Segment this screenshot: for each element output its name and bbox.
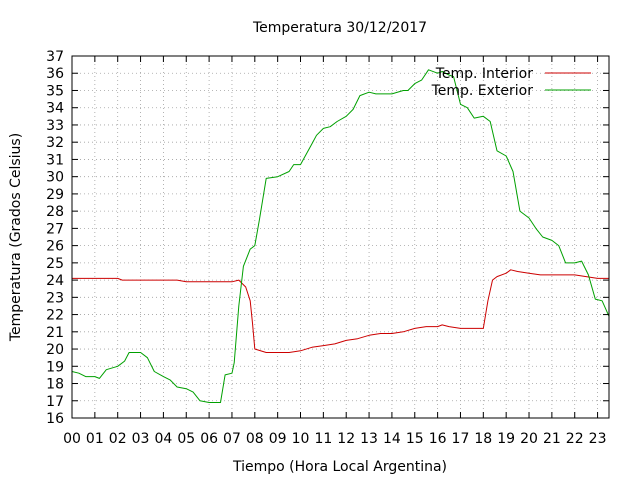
series-line-exterior bbox=[71, 69, 610, 403]
y-tick-label: 16 bbox=[46, 411, 64, 427]
x-tick-label: 18 bbox=[474, 431, 492, 447]
x-axis-title: Tiempo (Hora Local Argentina) bbox=[232, 459, 447, 475]
x-tick-label: 04 bbox=[154, 431, 172, 447]
axis-ticks bbox=[71, 55, 609, 419]
x-tick-label: 06 bbox=[200, 431, 218, 447]
y-tick-label: 28 bbox=[46, 204, 64, 220]
x-tick-label: 11 bbox=[314, 431, 332, 447]
y-tick-label: 30 bbox=[46, 170, 64, 186]
y-tick-label: 18 bbox=[46, 377, 64, 393]
x-tick-label: 09 bbox=[269, 431, 287, 447]
legend-label-exterior: Temp. Exterior bbox=[431, 83, 534, 99]
x-tick-label: 02 bbox=[109, 431, 127, 447]
x-tick-label: 10 bbox=[292, 431, 310, 447]
x-tick-label: 01 bbox=[86, 431, 104, 447]
series-line-interior bbox=[72, 269, 609, 353]
y-tick-label: 32 bbox=[46, 135, 64, 151]
x-tick-label: 19 bbox=[497, 431, 515, 447]
y-tick-label: 36 bbox=[46, 66, 64, 82]
y-tick-label: 20 bbox=[46, 342, 64, 358]
grid bbox=[72, 56, 609, 418]
plot-frame bbox=[71, 55, 610, 419]
x-tick-label: 13 bbox=[360, 431, 378, 447]
y-tick-label: 21 bbox=[46, 325, 64, 341]
y-tick-label: 33 bbox=[46, 118, 64, 134]
x-tick-label: 12 bbox=[337, 431, 355, 447]
x-tick-label: 05 bbox=[177, 431, 195, 447]
y-tick-label: 29 bbox=[46, 187, 64, 203]
y-tick-label: 34 bbox=[46, 101, 64, 117]
x-tick-labels: 00 01 02 03 04 05 06 07 08 09 10 11 12 13 14 15 16 17 18 19… bbox=[63, 431, 606, 447]
y-tick-label: 27 bbox=[46, 221, 64, 237]
chart-title: Temperatura 30/12/2017 bbox=[252, 20, 427, 36]
y-tick-label: 22 bbox=[46, 308, 64, 324]
x-tick-label: 17 bbox=[452, 431, 470, 447]
x-tick-label: 20 bbox=[520, 431, 538, 447]
x-tick-label: 03 bbox=[132, 431, 150, 447]
x-tick-label: 08 bbox=[246, 431, 264, 447]
series-lines bbox=[71, 69, 610, 403]
y-tick-label: 37 bbox=[46, 49, 64, 65]
y-tick-label: 35 bbox=[46, 83, 64, 99]
y-tick-label: 24 bbox=[46, 273, 64, 289]
y-axis-title: Temperatura (Grados Celsius) bbox=[8, 133, 24, 342]
x-tick-label: 14 bbox=[383, 431, 401, 447]
x-tick-label: 07 bbox=[223, 431, 241, 447]
y-tick-label: 26 bbox=[46, 239, 64, 255]
y-tick-label: 23 bbox=[46, 290, 64, 306]
x-tick-label: 16 bbox=[429, 431, 447, 447]
y-tick-label: 31 bbox=[46, 152, 64, 168]
y-tick-label: 19 bbox=[46, 359, 64, 375]
x-tick-label: 21 bbox=[543, 431, 561, 447]
x-tick-label: 23 bbox=[589, 431, 607, 447]
x-tick-label: 15 bbox=[406, 431, 424, 447]
x-tick-label: 22 bbox=[566, 431, 584, 447]
y-tick-label: 25 bbox=[46, 256, 64, 272]
x-tick-label: 00 bbox=[63, 431, 81, 447]
legend-label-interior: Temp. Interior bbox=[435, 66, 534, 82]
y-tick-label: 17 bbox=[46, 394, 64, 410]
